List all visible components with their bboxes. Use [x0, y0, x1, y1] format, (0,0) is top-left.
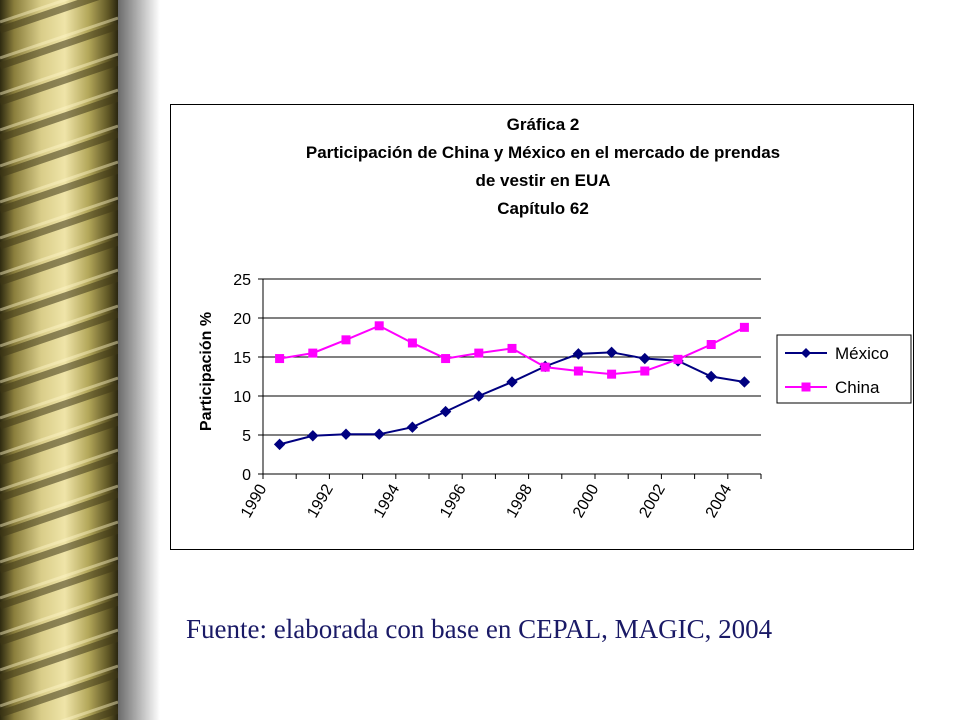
mexico-point: [473, 390, 485, 402]
x-tick-label: 2002: [636, 481, 669, 520]
mexico-series-line: [279, 351, 745, 446]
x-tick-label: 1994: [371, 481, 404, 520]
legend: México China: [776, 334, 912, 404]
china-point: [673, 354, 683, 364]
china-point: [441, 354, 451, 364]
mexico-point: [738, 376, 751, 388]
mexico-point: [439, 405, 452, 418]
legend-mexico-marker: [801, 348, 811, 358]
china-point: [474, 348, 484, 358]
china-point: [507, 343, 517, 353]
china-point: [607, 369, 617, 379]
chart-title-line: Capítulo 62: [497, 199, 589, 218]
x-tick-label: 1992: [304, 481, 337, 520]
mexico-point: [506, 376, 518, 388]
legend-china-marker: [801, 382, 811, 392]
y-tick-label: 5: [242, 428, 251, 445]
y-tick-label: 15: [233, 350, 251, 367]
x-tick-label: 2004: [703, 481, 736, 520]
mexico-point: [340, 428, 352, 440]
china-point: [739, 322, 749, 332]
legend-box: [776, 334, 912, 404]
x-tick-label: 1990: [238, 481, 271, 520]
china-point: [308, 348, 318, 358]
mexico-point: [705, 370, 717, 383]
mexico-point: [307, 430, 319, 442]
mexico-point: [273, 438, 286, 451]
chart-title: Gráfica 2 Participación de China y México…: [306, 115, 780, 218]
series: [273, 321, 751, 451]
legend-china-label: China: [835, 378, 880, 397]
china-point: [341, 335, 351, 345]
chart-title-line: Gráfica 2: [507, 115, 580, 134]
y-axis-label-text: Participación %: [198, 312, 215, 431]
china-point: [540, 362, 550, 372]
y-tick-label: 10: [233, 389, 251, 406]
y-tick-label: 20: [233, 311, 251, 328]
source-note: Fuente: elaborada con base en CEPAL, MAG…: [186, 614, 773, 644]
chart-title-line: Participación de China y México en el me…: [306, 143, 780, 162]
y-tick-label: 25: [233, 272, 251, 289]
china-point: [407, 338, 417, 348]
mexico-point: [572, 348, 585, 360]
y-tick-label: 0: [242, 467, 251, 484]
mexico-point: [639, 352, 651, 365]
x-tick-label: 2000: [570, 481, 603, 520]
china-point: [573, 366, 583, 376]
china-point: [275, 354, 285, 364]
y-axis-label: Participación %: [198, 312, 215, 431]
legend-mexico-label: México: [835, 344, 889, 363]
mexico-point: [406, 421, 419, 433]
china-point: [374, 321, 384, 331]
china-point: [706, 340, 716, 350]
chart-title-line: de vestir en EUA: [475, 171, 610, 190]
x-tick-label: 1996: [437, 481, 470, 520]
decorative-rod: [0, 0, 160, 720]
mexico-point: [605, 346, 618, 359]
china-point: [640, 366, 650, 376]
x-tick-label: 1998: [504, 481, 537, 520]
chart-frame: Gráfica 2 Participación de China y México…: [170, 104, 914, 550]
line-chart: Gráfica 2 Participación de China y México…: [198, 115, 912, 521]
gridlines: [263, 278, 761, 436]
mexico-point: [373, 428, 385, 440]
